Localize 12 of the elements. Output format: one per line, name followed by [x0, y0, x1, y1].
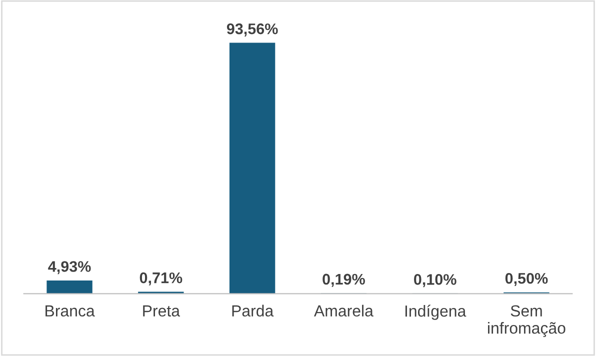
x-tick-label: Branca	[46, 305, 95, 317]
data-label: 93,56%	[226, 23, 278, 36]
data-label: 0,19%	[322, 274, 365, 287]
data-label: 0,71%	[140, 272, 182, 286]
x-tick-label: Preta	[143, 305, 180, 317]
data-label: 0,50%	[505, 272, 548, 286]
x-tick-label: Amarela	[314, 304, 374, 317]
x-tick-label: Indígena	[405, 304, 466, 320]
data-label: 4,93%	[48, 261, 91, 274]
data-label: 0,10%	[414, 274, 456, 288]
x-tick-label: Parda	[232, 304, 274, 317]
x-tick-label: Sem infromação	[488, 305, 566, 337]
